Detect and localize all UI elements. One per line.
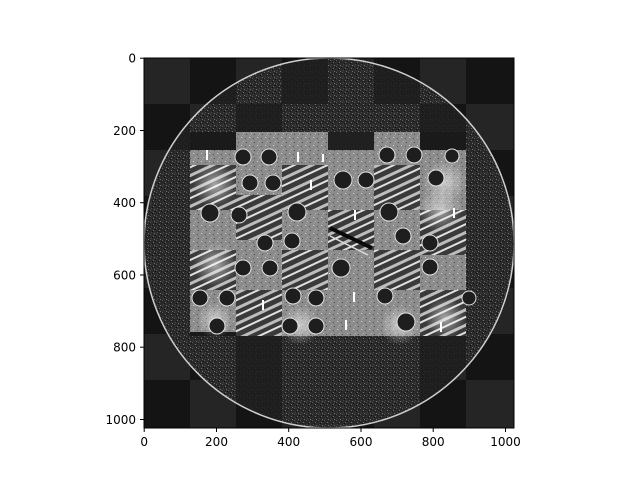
y-axis: [140, 57, 144, 420]
y-tick-label: 600: [113, 268, 136, 282]
bright-specks: [206, 150, 455, 332]
x-tick-label: 200: [205, 435, 228, 449]
y-tick-labels: 0 200 400 600 800 1000: [105, 52, 136, 427]
y-tick-label: 0: [128, 52, 136, 66]
x-axis: [143, 428, 506, 432]
x-tick-label: 1000: [490, 435, 521, 449]
reconstruction-disc: [144, 58, 514, 428]
x-tick-label: 400: [277, 435, 300, 449]
x-tick-label: 800: [422, 435, 445, 449]
phantom-block: [190, 132, 466, 336]
disc-features: [191, 146, 477, 335]
y-tick-label: 400: [113, 196, 136, 210]
image-area: [144, 58, 514, 428]
y-tick-label: 1000: [105, 413, 136, 427]
glow-spots: [193, 160, 467, 345]
x-tick-label: 0: [140, 435, 148, 449]
x-tick-labels: 0 200 400 600 800 1000: [140, 435, 520, 449]
x-tick-label: 600: [350, 435, 373, 449]
y-tick-label: 200: [113, 124, 136, 138]
axes-frame: [143, 57, 515, 429]
y-tick-label: 800: [113, 341, 136, 355]
